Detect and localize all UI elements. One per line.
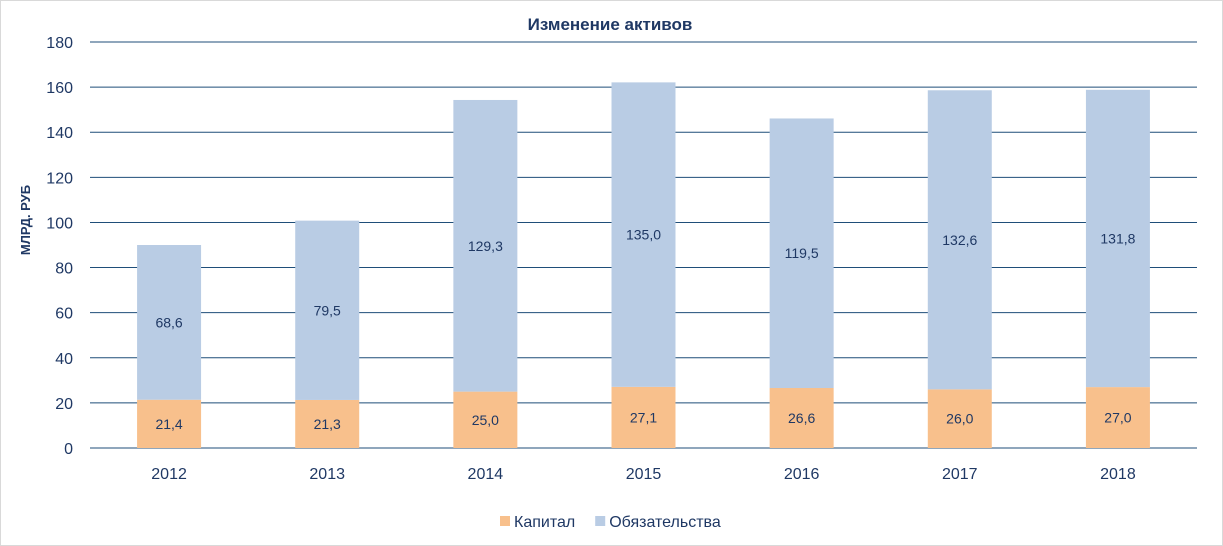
chart-title: Изменение активов	[528, 15, 693, 34]
data-label: 131,8	[1100, 230, 1135, 246]
y-tick-label: 60	[55, 306, 73, 323]
data-label: 26,0	[946, 411, 973, 427]
bar-segment-kapital	[453, 391, 518, 448]
data-label: 27,1	[630, 409, 657, 425]
y-tick-label: 40	[55, 351, 73, 368]
y-tick-label: 80	[55, 261, 73, 278]
data-label: 132,6	[942, 232, 977, 248]
bar-segment-kapital	[295, 399, 360, 448]
data-label: 119,5	[785, 245, 819, 261]
y-axis-label: МЛРД. РУБ	[18, 185, 33, 255]
x-tick-label: 2014	[468, 466, 504, 483]
y-tick-label: 100	[46, 215, 73, 232]
x-tick-label: 2013	[309, 466, 345, 483]
bar-segment-obyazatelstva	[611, 82, 676, 387]
bar-segment-obyazatelstva	[769, 118, 834, 389]
x-tick-label: 2017	[942, 466, 978, 483]
bar-segment-obyazatelstva	[295, 220, 360, 400]
x-tick-label: 2018	[1100, 466, 1136, 483]
data-label: 26,6	[788, 410, 815, 426]
y-tick-label: 0	[64, 441, 73, 458]
bar-segment-obyazatelstva	[1085, 89, 1150, 388]
y-tick-label: 120	[46, 170, 73, 187]
bar-segment-obyazatelstva	[927, 90, 992, 390]
x-tick-label: 2012	[151, 466, 187, 483]
bar-segment-obyazatelstva	[137, 245, 202, 400]
data-label: 68,6	[155, 314, 182, 330]
bar-segment-kapital	[769, 388, 834, 448]
legend-label: Капитал	[514, 514, 575, 531]
legend-label: Обязательства	[609, 514, 721, 531]
legend-swatch	[595, 516, 606, 526]
bar-segment-obyazatelstva	[453, 99, 518, 392]
data-labels: 21,4 68,6 21,3 79,5 25,0 129,3 27,1 135,0 26,6 11…	[155, 227, 1135, 432]
y-tick-label: 20	[55, 396, 73, 413]
bar-segment-kapital	[927, 389, 992, 448]
x-tick-label: 2016	[784, 466, 820, 483]
data-label: 79,5	[314, 302, 341, 318]
legend-swatch	[500, 516, 510, 526]
bars	[137, 82, 1150, 448]
bar-segment-kapital	[1085, 387, 1150, 448]
x-axis-ticks: 2012 2013 2014 2015 2016 2017 2018	[151, 466, 1136, 483]
data-label: 21,3	[314, 416, 341, 432]
data-label: 27,0	[1104, 410, 1131, 426]
bar-segment-kapital	[137, 399, 202, 448]
legend: Капитал Обязательства	[500, 514, 721, 531]
data-label: 25,0	[472, 412, 499, 428]
bar-segment-kapital	[611, 386, 676, 448]
data-label: 21,4	[155, 416, 182, 432]
y-tick-label: 180	[46, 35, 73, 52]
y-tick-label: 160	[46, 80, 73, 97]
y-tick-label: 140	[46, 125, 73, 142]
x-tick-label: 2015	[626, 466, 662, 483]
data-label: 129,3	[468, 238, 503, 254]
y-axis-ticks: 0 20 40 60 80 100 120 140 160 180	[46, 35, 73, 458]
data-label: 135,0	[626, 227, 661, 243]
